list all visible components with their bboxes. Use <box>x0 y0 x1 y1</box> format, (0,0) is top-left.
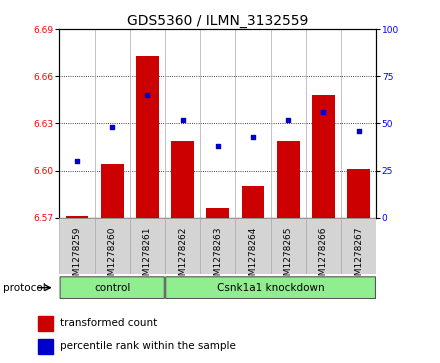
Text: GSM1278259: GSM1278259 <box>73 226 81 287</box>
Bar <box>347 169 370 218</box>
Point <box>144 92 151 98</box>
Text: Csnk1a1 knockdown: Csnk1a1 knockdown <box>217 283 324 293</box>
Bar <box>206 208 229 218</box>
Point <box>109 124 116 130</box>
Bar <box>277 141 300 218</box>
Point <box>179 117 186 123</box>
Bar <box>95 218 130 274</box>
Bar <box>66 216 88 218</box>
Bar <box>341 218 376 274</box>
Bar <box>38 316 53 331</box>
Bar <box>271 218 306 274</box>
Text: GSM1278262: GSM1278262 <box>178 226 187 287</box>
Bar <box>200 218 235 274</box>
Bar <box>312 95 335 218</box>
Text: percentile rank within the sample: percentile rank within the sample <box>60 341 236 351</box>
Text: control: control <box>94 283 130 293</box>
Text: GSM1278267: GSM1278267 <box>354 226 363 287</box>
Title: GDS5360 / ILMN_3132559: GDS5360 / ILMN_3132559 <box>127 14 308 28</box>
Text: GSM1278266: GSM1278266 <box>319 226 328 287</box>
Text: GSM1278263: GSM1278263 <box>213 226 222 287</box>
Point <box>285 117 292 123</box>
Text: GSM1278265: GSM1278265 <box>284 226 293 287</box>
Bar <box>130 218 165 274</box>
Bar <box>306 218 341 274</box>
Bar <box>101 164 124 218</box>
FancyBboxPatch shape <box>166 277 375 298</box>
Bar <box>38 339 53 354</box>
Bar <box>242 186 264 218</box>
Point <box>320 109 327 115</box>
Bar <box>171 141 194 218</box>
Text: GSM1278260: GSM1278260 <box>108 226 117 287</box>
Text: GSM1278261: GSM1278261 <box>143 226 152 287</box>
Bar <box>165 218 200 274</box>
Point <box>249 134 257 139</box>
Text: GSM1278264: GSM1278264 <box>249 226 257 287</box>
Point <box>214 143 221 149</box>
Text: transformed count: transformed count <box>60 318 158 328</box>
FancyBboxPatch shape <box>60 277 164 298</box>
Bar <box>235 218 271 274</box>
Bar <box>136 56 159 218</box>
Text: protocol: protocol <box>3 283 46 293</box>
Point <box>73 158 81 164</box>
Point <box>355 128 362 134</box>
Bar <box>59 218 95 274</box>
